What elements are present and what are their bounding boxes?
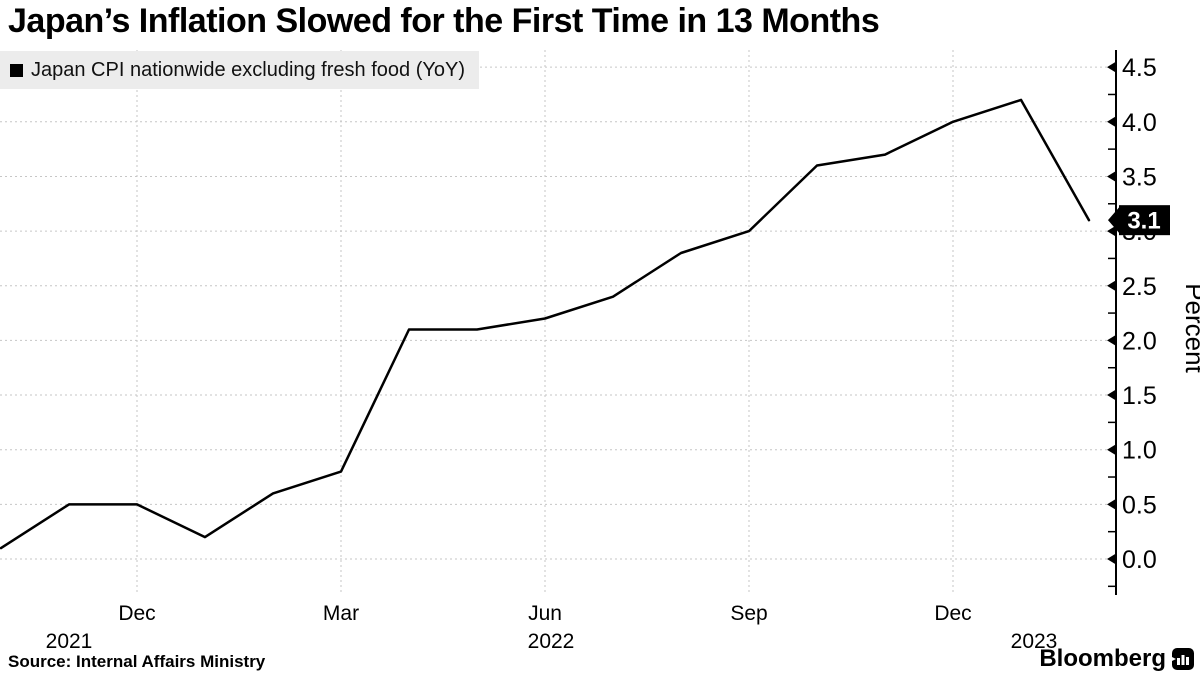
y-major-tick (1107, 225, 1116, 237)
y-major-tick (1107, 280, 1116, 292)
y-major-tick (1107, 61, 1116, 73)
y-tick-label: 0.5 (1122, 491, 1157, 519)
y-major-tick (1107, 334, 1116, 346)
y-tick-label: 1.5 (1122, 382, 1157, 410)
y-major-tick (1107, 170, 1116, 182)
value-flag-label: 3.1 (1127, 208, 1160, 235)
source-note: Source: Internal Affairs Ministry (8, 652, 266, 671)
x-tick-label: Sep (730, 602, 767, 625)
y-tick-label: 4.0 (1122, 109, 1157, 137)
bloomberg-wordmark: Bloomberg (1039, 645, 1166, 672)
y-tick-label: 2.0 (1122, 327, 1157, 355)
x-tick-label: Jun (528, 602, 562, 625)
year-label: 2022 (528, 630, 575, 653)
y-tick-label: 4.5 (1122, 54, 1157, 82)
y-tick-label: 2.5 (1122, 273, 1157, 301)
cpi-series-line (0, 98, 1091, 550)
x-tick-label: Dec (118, 602, 155, 625)
y-tick-label: 3.5 (1122, 163, 1157, 191)
legend-label: Japan CPI nationwide excluding fresh foo… (31, 58, 465, 81)
bloomberg-branding: Bloomberg (1039, 645, 1194, 673)
chart-legend: Japan CPI nationwide excluding fresh foo… (0, 51, 479, 89)
y-axis-title: Percent (1180, 283, 1200, 373)
x-tick-label: Mar (323, 602, 359, 625)
year-label: 2021 (46, 630, 93, 653)
bloomberg-terminal-icon (1172, 648, 1194, 670)
page-title: Japan’s Inflation Slowed for the First T… (8, 2, 880, 40)
y-tick-label: 1.0 (1122, 437, 1157, 465)
y-major-tick (1107, 116, 1116, 128)
value-flag-arrow (1108, 205, 1121, 236)
y-major-tick (1107, 389, 1116, 401)
year-label: 2023 (1011, 630, 1058, 653)
value-flag (1119, 205, 1170, 236)
y-major-tick (1107, 444, 1116, 456)
legend-swatch-icon (10, 63, 23, 77)
y-major-tick (1107, 498, 1116, 510)
y-tick-label: 0.0 (1122, 546, 1157, 574)
y-major-tick (1107, 553, 1116, 565)
x-tick-label: Dec (934, 602, 971, 625)
